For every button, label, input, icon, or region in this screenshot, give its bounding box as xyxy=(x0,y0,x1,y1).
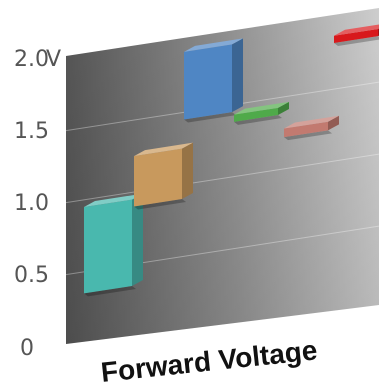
gridline-1 xyxy=(65,153,379,204)
bar-front xyxy=(334,28,378,43)
bar-top xyxy=(134,142,193,157)
bar-front xyxy=(284,121,328,138)
chart-panel-shade xyxy=(66,8,379,344)
bar-side xyxy=(278,101,289,116)
bar-cyan xyxy=(84,193,143,297)
y-tick-label-0.5: 0.5 xyxy=(14,263,49,288)
bar-shadow xyxy=(84,285,136,297)
y-tick-label-0: 0 xyxy=(20,336,34,361)
y-unit-label: V xyxy=(46,47,61,72)
bar-side xyxy=(232,38,243,113)
y-tick-label-2.0: 2.0 xyxy=(14,47,49,72)
bar-top xyxy=(284,115,339,129)
bar-side xyxy=(328,115,339,131)
bars-group xyxy=(84,24,379,297)
bar-front xyxy=(234,107,278,122)
y-tick-label-1.0: 1.0 xyxy=(14,191,49,216)
bar-red xyxy=(334,24,379,46)
bar-top xyxy=(234,101,289,115)
bar-shadow xyxy=(184,112,236,123)
chart-title: Forward Voltage xyxy=(99,334,318,387)
bar-front xyxy=(184,44,232,120)
bar-shadow xyxy=(234,115,282,125)
bar-top xyxy=(184,38,243,52)
bar-shadow xyxy=(284,130,332,141)
bar-top xyxy=(334,24,379,36)
bar-orange xyxy=(134,142,193,210)
bar-shadow xyxy=(134,199,186,210)
bar-salmon xyxy=(284,115,339,141)
bar-front xyxy=(134,148,182,207)
bar-front xyxy=(84,199,132,294)
bar-blue xyxy=(184,38,243,123)
bar-side xyxy=(132,193,143,286)
bar-top xyxy=(84,193,143,208)
bar-shadow xyxy=(334,36,379,46)
y-axis: 2.0 V 1.5 1.0 0.5 0 xyxy=(14,47,61,361)
y-tick-label-1.5: 1.5 xyxy=(14,119,49,144)
bar-green xyxy=(234,101,289,125)
bar-side xyxy=(182,142,193,200)
